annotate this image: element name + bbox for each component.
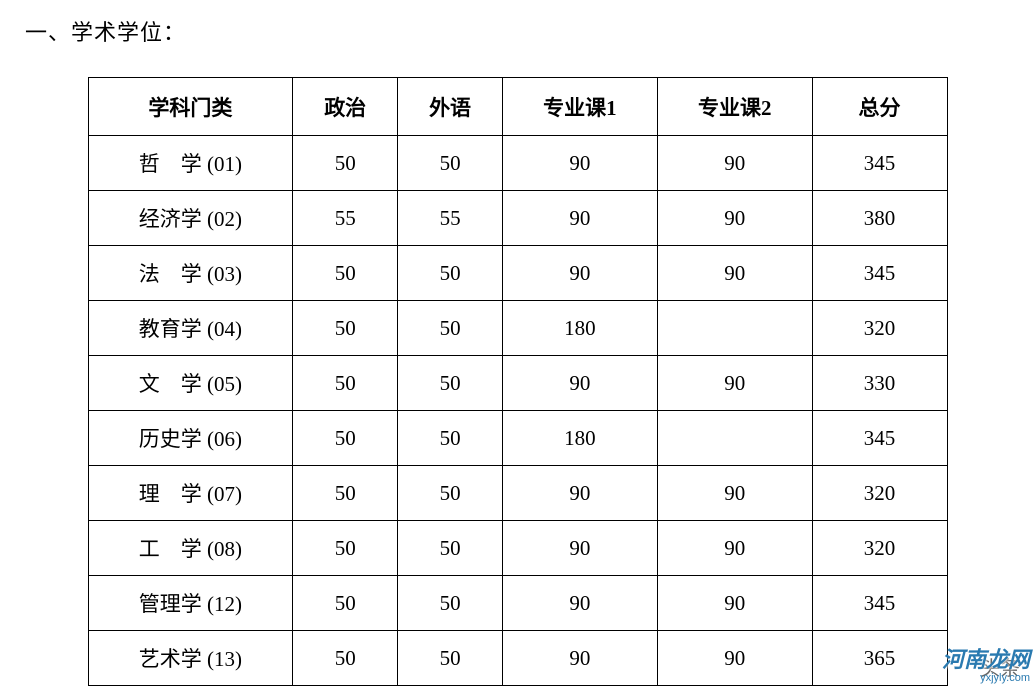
cell-course1: 90 bbox=[503, 631, 658, 686]
cell-politics: 50 bbox=[293, 411, 398, 466]
header-foreign-lang: 外语 bbox=[398, 78, 503, 136]
cell-course1: 90 bbox=[503, 576, 658, 631]
cell-subject: 法 学 (03) bbox=[88, 246, 293, 301]
cell-total: 320 bbox=[812, 521, 947, 576]
cell-course2: 90 bbox=[657, 466, 812, 521]
table-row: 教育学 (04) 50 50 180 320 bbox=[88, 301, 947, 356]
cell-total: 345 bbox=[812, 246, 947, 301]
cell-course1: 90 bbox=[503, 521, 658, 576]
cell-politics: 50 bbox=[293, 521, 398, 576]
cell-subject: 教育学 (04) bbox=[88, 301, 293, 356]
table-row: 工 学 (08) 50 50 90 90 320 bbox=[88, 521, 947, 576]
header-total: 总分 bbox=[812, 78, 947, 136]
cell-foreign-lang: 50 bbox=[398, 631, 503, 686]
table-row: 经济学 (02) 55 55 90 90 380 bbox=[88, 191, 947, 246]
cell-course2: 90 bbox=[657, 246, 812, 301]
cell-politics: 50 bbox=[293, 631, 398, 686]
cell-subject: 艺术学 (13) bbox=[88, 631, 293, 686]
cell-course2: 90 bbox=[657, 191, 812, 246]
cell-course1: 90 bbox=[503, 136, 658, 191]
cell-subject: 经济学 (02) bbox=[88, 191, 293, 246]
table-row: 艺术学 (13) 50 50 90 90 365 bbox=[88, 631, 947, 686]
cell-total: 320 bbox=[812, 301, 947, 356]
cell-course1: 90 bbox=[503, 466, 658, 521]
cell-course1: 180 bbox=[503, 301, 658, 356]
header-politics: 政治 bbox=[293, 78, 398, 136]
cell-foreign-lang: 50 bbox=[398, 576, 503, 631]
watermark-henan: 河南龙网 yxjyly.com bbox=[942, 648, 1030, 684]
cell-course2: 90 bbox=[657, 521, 812, 576]
cell-total: 380 bbox=[812, 191, 947, 246]
cell-total: 320 bbox=[812, 466, 947, 521]
cell-course1: 180 bbox=[503, 411, 658, 466]
cell-foreign-lang: 50 bbox=[398, 411, 503, 466]
cell-subject: 文 学 (05) bbox=[88, 356, 293, 411]
cell-foreign-lang: 50 bbox=[398, 301, 503, 356]
cell-foreign-lang: 50 bbox=[398, 246, 503, 301]
cell-course2 bbox=[657, 411, 812, 466]
cell-course2: 90 bbox=[657, 136, 812, 191]
cell-course2: 90 bbox=[657, 356, 812, 411]
score-table: 学科门类 政治 外语 专业课1 专业课2 总分 哲 学 (01) 50 50 9… bbox=[88, 77, 948, 686]
cell-course1: 90 bbox=[503, 191, 658, 246]
cell-course1: 90 bbox=[503, 356, 658, 411]
cell-foreign-lang: 50 bbox=[398, 356, 503, 411]
cell-subject: 工 学 (08) bbox=[88, 521, 293, 576]
table-row: 法 学 (03) 50 50 90 90 345 bbox=[88, 246, 947, 301]
cell-course2: 90 bbox=[657, 631, 812, 686]
section-title: 一、学术学位： bbox=[25, 15, 1015, 47]
header-subject: 学科门类 bbox=[88, 78, 293, 136]
cell-total: 345 bbox=[812, 411, 947, 466]
table-row: 哲 学 (01) 50 50 90 90 345 bbox=[88, 136, 947, 191]
table-body: 哲 学 (01) 50 50 90 90 345 经济学 (02) 55 55 … bbox=[88, 136, 947, 686]
table-row: 文 学 (05) 50 50 90 90 330 bbox=[88, 356, 947, 411]
cell-politics: 50 bbox=[293, 246, 398, 301]
cell-total: 365 bbox=[812, 631, 947, 686]
table-row: 理 学 (07) 50 50 90 90 320 bbox=[88, 466, 947, 521]
cell-course2 bbox=[657, 301, 812, 356]
cell-subject: 哲 学 (01) bbox=[88, 136, 293, 191]
table-container: 学科门类 政治 外语 专业课1 专业课2 总分 哲 学 (01) 50 50 9… bbox=[20, 77, 1015, 686]
table-header-row: 学科门类 政治 外语 专业课1 专业课2 总分 bbox=[88, 78, 947, 136]
cell-subject: 理 学 (07) bbox=[88, 466, 293, 521]
cell-politics: 50 bbox=[293, 356, 398, 411]
cell-foreign-lang: 50 bbox=[398, 466, 503, 521]
cell-subject: 管理学 (12) bbox=[88, 576, 293, 631]
cell-politics: 50 bbox=[293, 301, 398, 356]
cell-politics: 50 bbox=[293, 136, 398, 191]
cell-total: 330 bbox=[812, 356, 947, 411]
cell-politics: 50 bbox=[293, 576, 398, 631]
cell-subject: 历史学 (06) bbox=[88, 411, 293, 466]
table-row: 管理学 (12) 50 50 90 90 345 bbox=[88, 576, 947, 631]
header-course1: 专业课1 bbox=[503, 78, 658, 136]
cell-course1: 90 bbox=[503, 246, 658, 301]
cell-total: 345 bbox=[812, 136, 947, 191]
watermark-henan-url: yxjyly.com bbox=[942, 672, 1030, 684]
cell-foreign-lang: 50 bbox=[398, 521, 503, 576]
watermark-henan-cn: 河南龙网 bbox=[942, 648, 1030, 672]
cell-politics: 50 bbox=[293, 466, 398, 521]
cell-total: 345 bbox=[812, 576, 947, 631]
cell-foreign-lang: 50 bbox=[398, 136, 503, 191]
cell-course2: 90 bbox=[657, 576, 812, 631]
table-row: 历史学 (06) 50 50 180 345 bbox=[88, 411, 947, 466]
header-course2: 专业课2 bbox=[657, 78, 812, 136]
cell-foreign-lang: 55 bbox=[398, 191, 503, 246]
cell-politics: 55 bbox=[293, 191, 398, 246]
